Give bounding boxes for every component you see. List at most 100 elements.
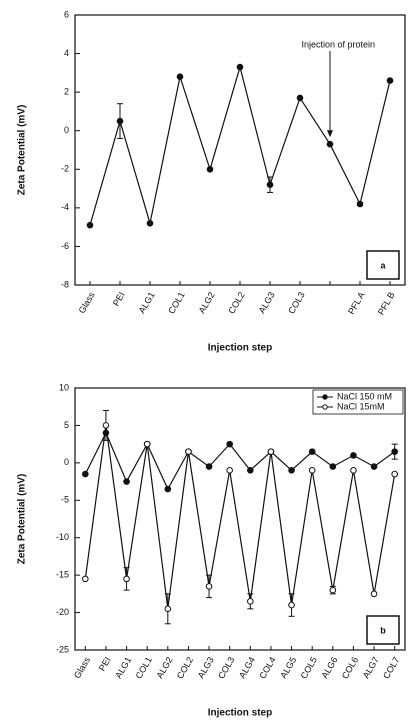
data-point <box>266 181 274 189</box>
y-tick-label: -10 <box>56 532 69 542</box>
y-tick-label: 4 <box>64 48 69 58</box>
data-point <box>206 165 214 173</box>
data-point <box>176 73 184 81</box>
data-point <box>205 463 213 470</box>
y-tick-label: -5 <box>61 495 69 505</box>
series-line <box>84 431 396 491</box>
data-point <box>326 140 334 148</box>
data-point <box>288 601 295 609</box>
data-point <box>329 463 337 470</box>
legend-marker <box>322 394 328 400</box>
data-point <box>123 575 130 583</box>
x-tick-label: ALG1 <box>113 655 133 680</box>
data-point <box>386 77 394 84</box>
y-tick-label: 0 <box>64 457 69 467</box>
data-point <box>164 485 172 493</box>
panel-label: b <box>380 625 386 635</box>
data-point <box>308 467 316 474</box>
data-point <box>247 467 254 474</box>
data-point <box>247 598 254 605</box>
y-axis-title: Zeta Potential (mV) <box>17 474 28 565</box>
x-tick-label: COL2 <box>175 655 195 680</box>
y-tick-label: 5 <box>64 420 69 430</box>
y-tick-label: 10 <box>59 382 69 392</box>
data-point <box>296 94 304 102</box>
x-tick-label: PEI <box>111 290 127 308</box>
x-tick-label: COL4 <box>257 655 277 680</box>
data-point <box>185 448 192 455</box>
y-tick-label: -6 <box>61 241 69 251</box>
data-point <box>123 478 130 485</box>
y-tick-label: 6 <box>64 9 69 19</box>
x-tick-label: PFL B <box>376 290 397 316</box>
x-tick-label: COL6 <box>340 655 360 680</box>
data-point <box>86 221 94 229</box>
y-tick-label: -15 <box>56 570 69 580</box>
x-axis-title: Injection step <box>208 343 272 354</box>
x-tick-label: COL1 <box>134 655 154 680</box>
arrow-head <box>327 130 333 138</box>
data-point <box>146 219 154 227</box>
data-point <box>329 586 337 594</box>
y-tick-label: -25 <box>56 644 69 654</box>
y-axis-title: Zeta Potential (mV) <box>17 105 28 196</box>
data-point <box>205 583 213 590</box>
x-tick-label: ALG3 <box>196 655 216 680</box>
series-line <box>84 425 396 609</box>
x-tick-label: ALG7 <box>361 655 381 680</box>
x-tick-label: ALG2 <box>197 290 217 315</box>
data-point <box>236 63 244 71</box>
panel-label: a <box>380 260 386 270</box>
data-point <box>102 422 110 429</box>
legend-marker <box>322 404 328 410</box>
data-point <box>350 467 357 474</box>
data-point <box>370 463 378 470</box>
x-tick-label: COL3 <box>286 290 306 315</box>
x-tick-label: Glass <box>72 655 92 680</box>
y-tick-label: -4 <box>61 202 69 212</box>
x-tick-label: PEI <box>97 655 113 673</box>
plot-frame <box>74 14 406 286</box>
x-tick-label: Glass <box>77 290 97 315</box>
series-line <box>89 64 391 226</box>
x-axis-title: Injection step <box>208 708 272 719</box>
panel-label-box <box>366 615 400 645</box>
data-point <box>116 117 124 125</box>
data-point <box>164 605 172 613</box>
x-tick-label: ALG6 <box>319 655 339 680</box>
x-tick-label: ALG1 <box>137 290 157 315</box>
x-tick-label: ALG4 <box>237 655 257 680</box>
x-tick-label: PFL A <box>346 290 367 316</box>
data-point <box>288 467 295 474</box>
data-point <box>143 440 151 448</box>
data-point <box>267 448 275 455</box>
data-point <box>82 575 89 583</box>
x-tick-label: ALG3 <box>257 290 277 315</box>
x-tick-label: ALG5 <box>278 655 298 680</box>
data-point <box>391 448 398 455</box>
legend-box <box>312 389 404 415</box>
x-tick-label: COL1 <box>166 290 186 315</box>
legend-label: NaCl 15mM <box>337 401 385 411</box>
legend-label: NaCl 150 mM <box>337 391 392 401</box>
y-tick-label: -2 <box>61 164 69 174</box>
data-point <box>356 200 364 208</box>
data-point <box>226 467 233 474</box>
data-point <box>308 448 316 455</box>
y-tick-label: 2 <box>64 87 69 97</box>
x-tick-label: COL2 <box>226 290 246 315</box>
data-point <box>391 470 398 478</box>
y-tick-label: 0 <box>64 125 69 135</box>
data-point <box>226 440 233 448</box>
x-tick-label: COL7 <box>381 655 401 680</box>
annotation: Injection of protein <box>301 39 375 49</box>
x-tick-label: ALG2 <box>154 655 174 680</box>
plot-frame <box>74 387 406 651</box>
x-tick-label: COL3 <box>216 655 236 680</box>
data-point <box>82 470 89 478</box>
data-point <box>370 590 378 598</box>
x-tick-label: COL5 <box>299 655 319 680</box>
data-point <box>350 452 357 459</box>
y-tick-label: -20 <box>56 607 69 617</box>
